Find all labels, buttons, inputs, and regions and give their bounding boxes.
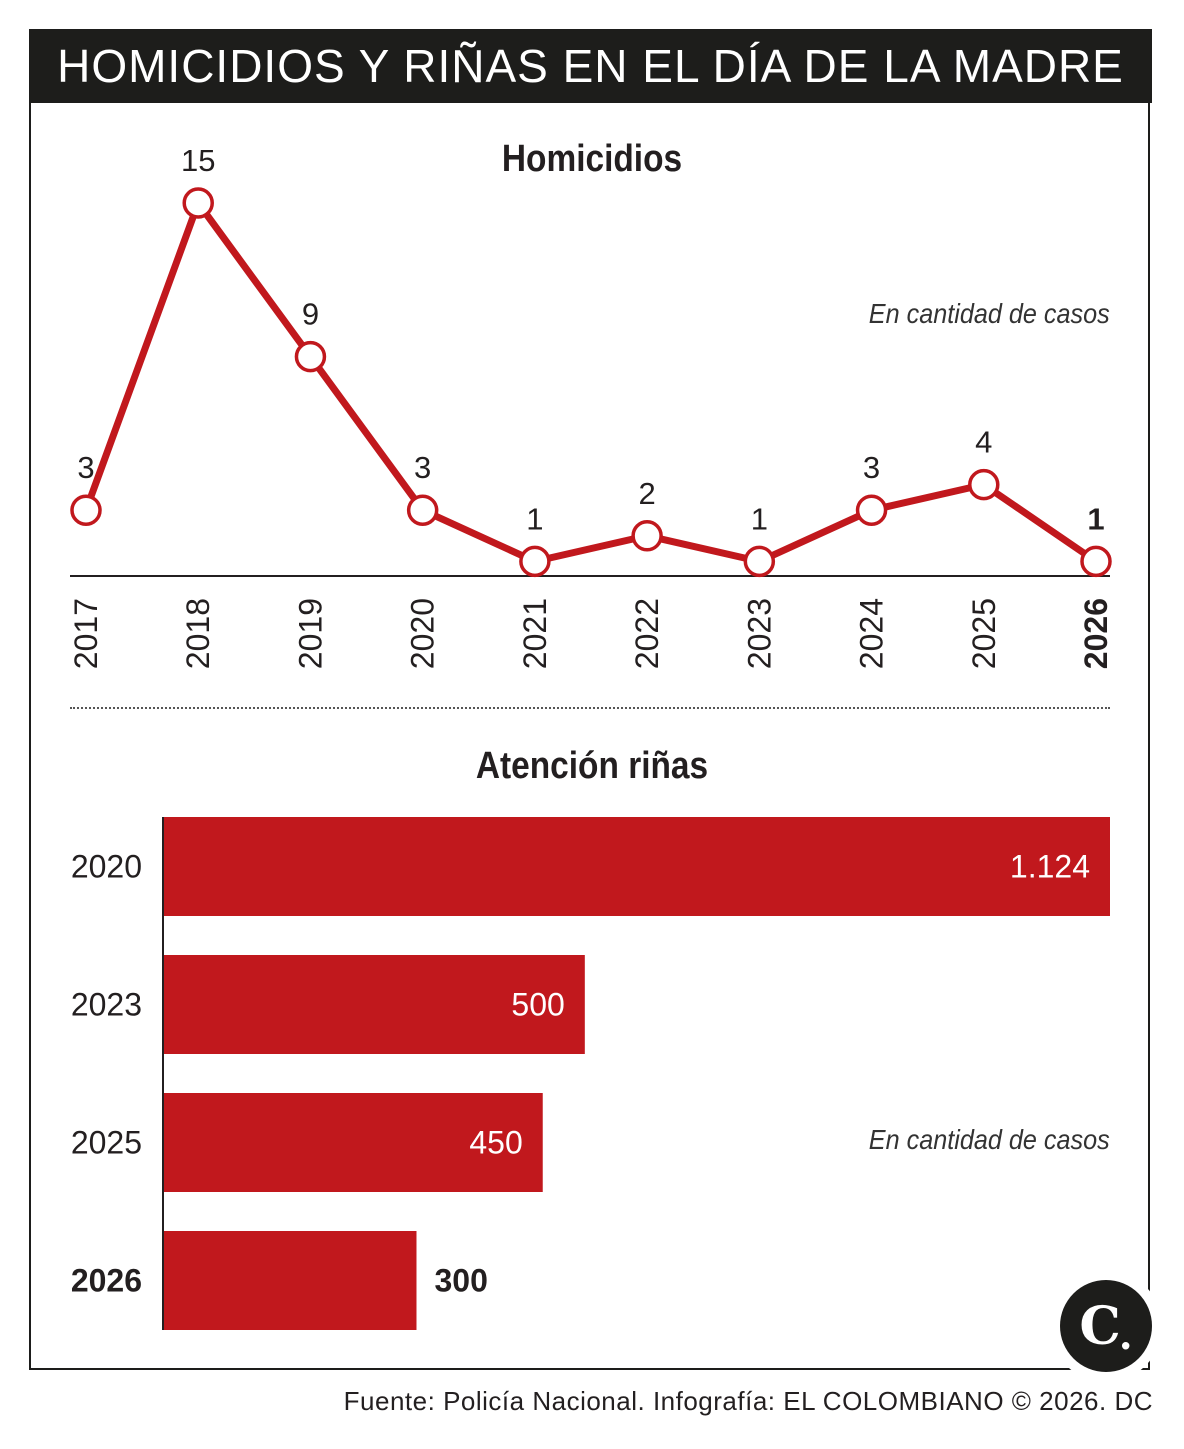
data-label-2021: 1 [526,501,543,536]
bar-chart-unit-note: En cantidad de casos [869,1124,1110,1155]
line-chart-title: Homicidios [501,138,683,180]
bar-chart-title: Atención riñas [475,745,709,787]
data-label-2024: 3 [863,450,880,485]
x-tick-label-2018: 2018 [180,598,216,669]
data-label-2022: 2 [638,476,655,511]
x-tick-label-2022: 2022 [629,598,665,669]
data-point-2020 [406,494,439,526]
data-label-2020: 3 [414,450,431,485]
x-tick-label-2026: 2026 [1078,598,1114,669]
page-title: HOMICIDIOS Y RIÑAS EN EL DÍA DE LA MADRE [29,29,1152,103]
data-point-2024 [855,494,888,526]
data-point-2018 [182,187,214,219]
bar-2023 [164,955,585,1054]
x-tick-label-2024: 2024 [854,598,890,669]
bar-value-label-2025: 450 [469,1125,522,1161]
data-label-2023: 1 [751,501,768,536]
data-point-2019 [294,340,327,373]
data-label-2025: 4 [975,425,992,460]
data-point-2021 [519,545,551,578]
data-label-2026: 1 [1087,501,1104,536]
x-tick-label-2017: 2017 [68,598,104,669]
data-label-2018: 15 [181,143,215,178]
x-tick-label-2019: 2019 [292,598,328,669]
bar-2026 [164,1231,417,1330]
data-point-2023 [743,545,776,578]
el-colombiano-logo: C. [1060,1280,1152,1372]
x-tick-label-2023: 2023 [741,598,777,669]
y-tick-label-2026: 2026 [71,1263,142,1299]
line-chart-unit-note: En cantidad de casos [869,298,1110,329]
x-tick-label-2020: 2020 [405,598,441,669]
y-tick-label-2025: 2025 [71,1125,142,1161]
data-point-2017 [70,494,102,526]
bar-value-label-2020: 1.124 [1010,849,1090,885]
homicidios-line-chart: 3 2017 15 2018 9 2019 3 2020 1 2021 2 2022 1 2023 3 202… [68,143,1114,669]
x-tick-label-2021: 2021 [517,598,553,669]
y-tick-label-2023: 2023 [71,987,142,1023]
data-label-2019: 9 [302,297,319,332]
source-footer: Fuente: Policía Nacional. Infografía: EL… [343,1386,1153,1416]
series-line [82,199,1100,565]
data-label-2017: 3 [77,450,94,485]
data-point-2022 [631,520,663,552]
data-point-2026 [1080,545,1112,578]
section-divider [70,707,1110,709]
y-tick-label-2020: 2020 [71,849,142,885]
bar-2025 [164,1093,543,1192]
bar-value-label-2026: 300 [434,1263,487,1299]
x-tick-label-2025: 2025 [966,598,1002,669]
bar-value-label-2023: 500 [511,987,564,1023]
data-point-2025 [968,468,1000,501]
bar-2020 [164,817,1110,916]
